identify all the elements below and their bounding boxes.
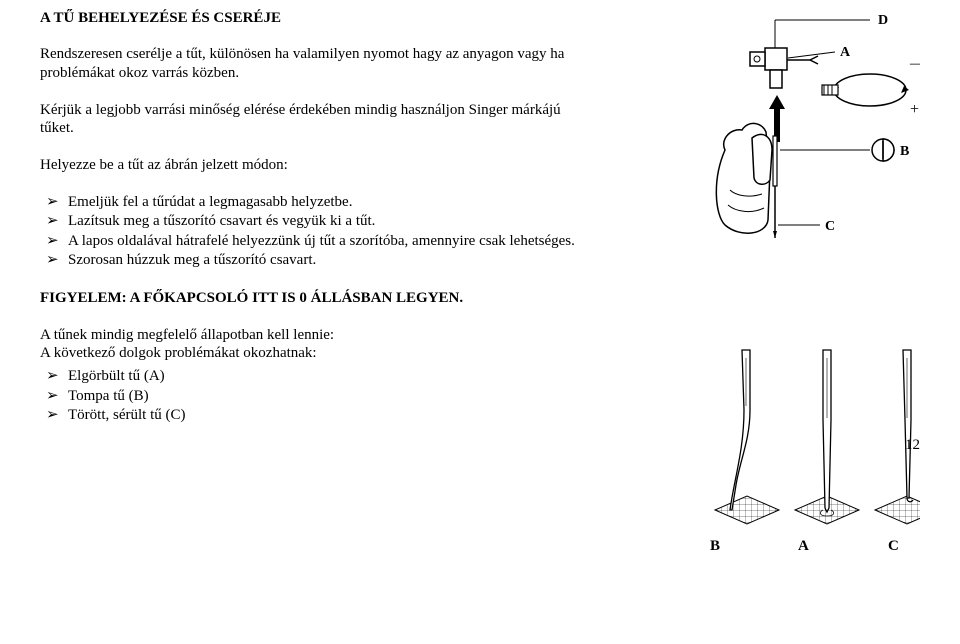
bullet-list-2: Elgörbült tű (A) Tompa tű (B) Törött, sé… [40,367,580,426]
page-title: A TŰ BEHELYEZÉSE ÉS CSERÉJE [40,10,580,27]
paragraph-4: A tűnek mindig megfelelő állapotban kell… [40,326,580,345]
warning-text: FIGYELEM: A FŐKAPCSOLÓ ITT IS 0 ÁLLÁSBAN… [40,289,580,308]
list-item: Emeljük fel a tűrúdat a legmagasabb hely… [68,193,580,213]
paragraph-1: Rendszeresen cserélje a tűt, különösen h… [40,45,580,83]
paragraph-3: Helyezze be a tűt az ábrán jelzett módon… [40,156,580,175]
label-c: C [825,219,835,234]
label-plus: + [910,101,919,118]
list-item: Tompa tű (B) [68,387,580,407]
list-item: Törött, sérült tű (C) [68,406,580,426]
list-item: Elgörbült tű (A) [68,367,580,387]
label-a2: A [798,538,809,554]
list-item: A lapos oldalával hátrafelé helyezzünk ú… [68,232,580,252]
figure-needle-states: B A C [670,310,920,570]
label-b: B [900,144,909,159]
label-d: D [878,13,888,28]
bullet-list-1: Emeljük fel a tűrúdat a legmagasabb hely… [40,193,580,271]
paragraph-2: Kérjük a legjobb varrási minőség elérése… [40,101,580,139]
label-minus: — [909,55,920,72]
label-b2: B [710,538,720,554]
list-item: Lazítsuk meg a tűszorító csavart és vegy… [68,212,580,232]
paragraph-5: A következő dolgok problémákat okozhatna… [40,344,580,363]
page-number: 12 [905,437,920,454]
label-a: A [840,45,851,60]
label-c2: C [888,538,899,554]
list-item: Szorosan húzzuk meg a tűszorító csavart. [68,251,580,271]
figure-needle-insertion: D A — + [670,10,920,265]
